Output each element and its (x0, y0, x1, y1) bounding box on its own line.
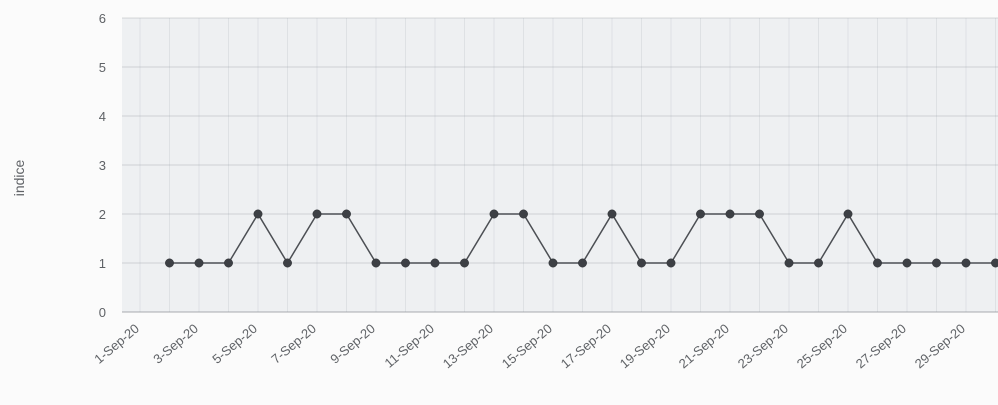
series-point (194, 258, 204, 268)
series-point (991, 258, 998, 268)
x-tick-label: 27-Sep-20 (853, 321, 909, 372)
x-tick-label: 21-Sep-20 (676, 321, 732, 372)
y-axis-ticks: 0 1 2 3 4 5 6 (99, 11, 106, 320)
x-tick-label: 19-Sep-20 (617, 321, 673, 372)
y-axis-label: indice (11, 160, 27, 197)
y-tick-label: 0 (99, 305, 106, 320)
x-tick-label: 13-Sep-20 (440, 321, 496, 372)
x-tick-label: 23-Sep-20 (735, 321, 791, 372)
series-point (961, 258, 971, 268)
series-point (224, 258, 233, 268)
series-point (814, 258, 823, 268)
series-point (489, 209, 499, 219)
x-tick-label: 29-Sep-20 (912, 321, 968, 372)
series-point (902, 258, 912, 268)
series-point (932, 258, 941, 268)
y-tick-label: 1 (99, 256, 106, 271)
series-point (725, 209, 735, 219)
x-tick-label: 1-Sep-20 (91, 321, 142, 367)
x-tick-label: 25-Sep-20 (794, 321, 850, 372)
series-point (873, 258, 882, 268)
y-tick-label: 6 (99, 11, 106, 26)
series-point (843, 209, 853, 219)
x-tick-label: 5-Sep-20 (209, 321, 260, 367)
x-tick-label: 11-Sep-20 (382, 321, 437, 371)
series-points (165, 209, 998, 268)
series-point (784, 258, 794, 268)
y-tick-label: 3 (99, 158, 106, 173)
series-point (637, 258, 646, 268)
series-point (548, 258, 558, 268)
series-point (607, 209, 617, 219)
series-point (165, 258, 174, 268)
series-point (578, 258, 587, 268)
series-point (519, 209, 528, 219)
series-point (283, 258, 292, 268)
series-point (666, 258, 676, 268)
series-point (253, 209, 263, 219)
series-point (430, 258, 440, 268)
y-tick-label: 4 (99, 109, 106, 124)
series-point (342, 209, 351, 219)
y-tick-label: 2 (99, 207, 106, 222)
series-point (401, 258, 410, 268)
x-tick-label: 9-Sep-20 (327, 321, 378, 367)
x-axis-ticks: 1-Sep-20 3-Sep-20 5-Sep-20 7-Sep-20 9-Sep-20… (91, 321, 968, 372)
x-tick-label: 3-Sep-20 (150, 321, 201, 367)
y-tick-label: 5 (99, 60, 106, 75)
series-point (460, 258, 469, 268)
series-point (755, 209, 764, 219)
series-point (312, 209, 322, 219)
x-tick-label: 7-Sep-20 (268, 321, 319, 367)
series-point (696, 209, 705, 219)
x-tick-label: 15-Sep-20 (499, 321, 555, 372)
x-tick-label: 17-Sep-20 (558, 321, 614, 372)
series-point (371, 258, 381, 268)
